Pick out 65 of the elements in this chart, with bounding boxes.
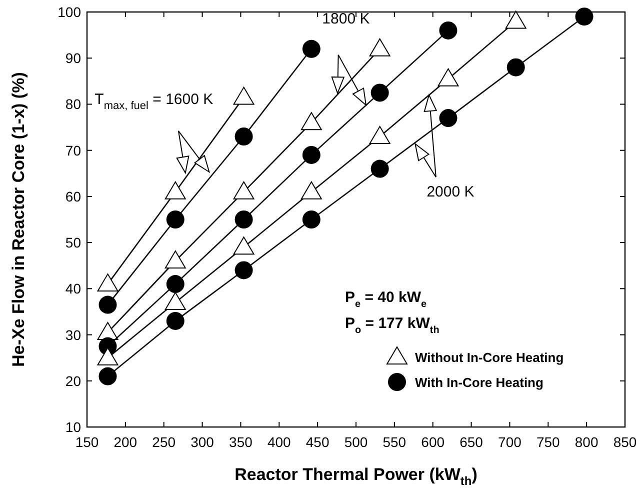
point: [97, 274, 118, 292]
point: [438, 68, 459, 86]
point: [370, 84, 389, 102]
point: [234, 128, 253, 146]
point: [98, 367, 117, 386]
y-tick-label: 70: [65, 142, 82, 158]
point: [302, 146, 320, 164]
point: [166, 275, 184, 294]
point: [505, 10, 526, 29]
y-tick-label: 30: [65, 326, 82, 343]
annotation: P$_{o}$ = 177 kW$_{th}$: [345, 315, 440, 336]
point: [233, 181, 254, 200]
point: [98, 296, 117, 314]
point: [233, 236, 254, 255]
x-tick-label: 250: [152, 434, 176, 450]
point: [369, 126, 390, 144]
legend-label: With In-Core Heating: [415, 375, 544, 390]
point: [575, 8, 594, 26]
point: [370, 160, 389, 178]
x-tick-label: 750: [536, 434, 560, 450]
y-tick-label: 50: [65, 234, 82, 251]
x-tick-label: 350: [229, 434, 253, 450]
point: [164, 250, 186, 268]
point: [300, 181, 322, 200]
y-tick-label: 20: [65, 372, 82, 389]
point: [233, 86, 254, 105]
y-tick-label: 90: [65, 50, 82, 66]
point: [164, 181, 186, 200]
x-tick-label: 800: [574, 434, 598, 450]
point: [97, 347, 118, 366]
x-tick-label: 400: [267, 434, 292, 450]
y-tick-label: 80: [65, 96, 82, 112]
annotation: 1800 K: [322, 10, 370, 28]
x-tick-label: 850: [613, 434, 637, 450]
annotation: P$_{e}$ = 40 kW$_{e}$: [345, 289, 428, 310]
point: [164, 292, 186, 310]
x-tick-label: 150: [75, 434, 99, 450]
point: [166, 312, 184, 330]
x-tick-label: 700: [498, 434, 522, 450]
x-tick-label: 600: [421, 434, 445, 450]
x-tick-label: 200: [114, 434, 138, 450]
y-tick-label: 10: [65, 419, 82, 435]
x-tick-label: 300: [190, 434, 214, 450]
point: [506, 58, 525, 76]
point: [300, 112, 322, 130]
y-tick-label: 100: [58, 4, 82, 20]
point: [369, 38, 390, 56]
annotation: T$_{max, fuel}$ = 1600 K: [94, 91, 214, 112]
point: [302, 210, 320, 228]
point: [234, 210, 253, 228]
x-tick-label: 500: [344, 434, 368, 450]
x-tick-label: 450: [306, 434, 330, 450]
x-tick-label: 550: [382, 434, 406, 450]
point: [439, 21, 458, 40]
x-tick-label: 650: [460, 434, 484, 450]
x-axis-title: Reactor Thermal Power (kW$_{th}$): [234, 465, 478, 488]
point: [302, 40, 320, 58]
annotation: 2000 K: [426, 183, 474, 200]
point: [439, 109, 458, 128]
point: [234, 261, 253, 280]
point: [166, 210, 184, 228]
legend-label: Without In-Core Heating: [415, 350, 564, 365]
y-tick-label: 40: [65, 280, 82, 297]
y-axis-title: He-Xe Flow in Reactor Core (1-x) (%): [9, 72, 28, 367]
y-tick-label: 60: [65, 188, 82, 204]
